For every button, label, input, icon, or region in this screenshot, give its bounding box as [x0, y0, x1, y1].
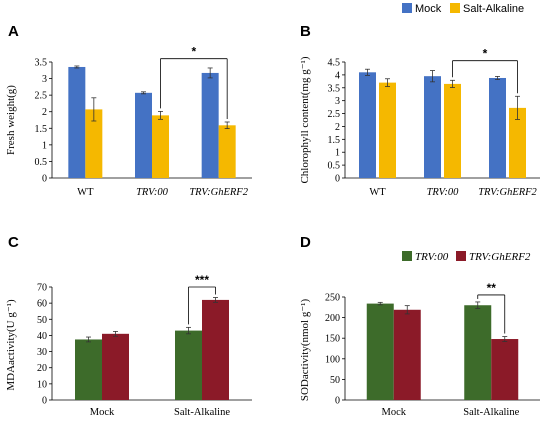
bar	[424, 76, 441, 178]
bar	[444, 83, 461, 178]
legend-top: Mock Salt-Alkaline	[402, 3, 524, 15]
bar	[366, 303, 394, 400]
y-tick-label: 1	[335, 148, 340, 159]
chart-panel-a: 0 0.5 1 1.5 2 2.5 3 3.5 Fresh weight(g) WT TRV:00 T…	[5, 45, 252, 198]
bar	[464, 305, 492, 400]
x-category-label: Mock	[382, 407, 407, 418]
y-tick-label: 70	[37, 283, 47, 294]
bar	[135, 92, 152, 178]
bar	[393, 309, 421, 400]
bar	[75, 339, 102, 400]
y-tick-label: 2.5	[328, 109, 341, 120]
legend-swatch-trv00	[402, 251, 412, 261]
y-tick-label: 50	[330, 375, 340, 386]
bar	[152, 115, 169, 178]
bar	[202, 299, 229, 400]
y-tick-label: 40	[37, 331, 47, 342]
panel-letter-d: D	[300, 234, 311, 251]
significance-label: ***	[195, 273, 209, 287]
bar	[491, 339, 519, 400]
panel-letter-b: B	[300, 23, 311, 40]
x-category-label: TRV:GhERF2	[478, 187, 537, 198]
significance-label: *	[483, 47, 488, 61]
bar	[489, 77, 506, 178]
chart-panel-b: 0 0.5 1 1.5 2 2.5 3 3.5 44.5 Chlorophyll content(…	[299, 47, 540, 198]
y-tick-label: 1.5	[35, 124, 48, 135]
y-tick-label: 20	[37, 363, 47, 374]
y-tick-label: 4.5	[328, 58, 341, 69]
y-tick-label: 3.5	[35, 58, 48, 69]
panel-letter-a: A	[8, 23, 19, 40]
y-tick-label: 0	[42, 174, 47, 185]
bar	[85, 109, 103, 178]
y-tick-label: 50	[37, 315, 47, 326]
significance-label: **	[487, 281, 497, 295]
y-tick-label: 0	[335, 174, 340, 185]
y-tick-label: 30	[37, 347, 47, 358]
legend-label-salt-alkaline: Salt-Alkaline	[463, 3, 524, 15]
y-axis-label: Chlorophyll content(mg g⁻¹)	[299, 56, 311, 183]
y-tick-label: 2	[42, 107, 47, 118]
y-tick-label: 3	[42, 74, 47, 85]
legend-label-mock: Mock	[415, 3, 442, 15]
y-tick-label: 3	[335, 96, 340, 107]
y-tick-label: 250	[325, 293, 340, 304]
y-tick-label: 0	[42, 396, 47, 407]
y-axis-label: SODactivity(nmol g⁻¹)	[299, 299, 311, 402]
panel-letter-c: C	[8, 234, 19, 251]
y-tick-label: 100	[325, 354, 340, 365]
chart-panel-d: 0 50 100 150 200 250 SODactivity(nmol g⁻¹) Mock…	[299, 281, 540, 418]
bar	[68, 66, 86, 178]
legend-bottom: TRV:00 TRV:GhERF2	[402, 251, 531, 263]
legend-label-trv00: TRV:00	[415, 251, 449, 263]
y-tick-label: 0.5	[35, 157, 48, 168]
x-category-label: Mock	[90, 407, 115, 418]
y-tick-label: 1.5	[328, 135, 341, 146]
y-tick-label: 1	[42, 140, 47, 151]
y-tick-label: 10	[37, 379, 47, 390]
x-category-label: WT	[369, 187, 386, 198]
y-tick-label: 150	[325, 334, 340, 345]
bar	[175, 330, 202, 400]
bar	[379, 82, 396, 178]
bar	[218, 125, 236, 178]
legend-swatch-mock	[402, 3, 412, 13]
y-tick-label: 0	[335, 396, 340, 407]
y-tick-label: 0.5	[328, 161, 341, 172]
x-category-label: TRV:GhERF2	[189, 187, 248, 198]
bar	[509, 107, 526, 178]
x-category-label: TRV:00	[427, 187, 460, 198]
bar	[201, 72, 219, 178]
x-category-label: WT	[77, 187, 94, 198]
x-category-label: TRV:00	[136, 187, 169, 198]
y-tick-label: 3.5	[328, 83, 341, 94]
bar	[102, 333, 129, 400]
x-category-label: Salt-Alkaline	[463, 407, 519, 418]
y-tick-label: 2.5	[35, 91, 48, 102]
significance-label: *	[191, 45, 196, 59]
x-category-label: Salt-Alkaline	[174, 407, 230, 418]
y-tick-label: 2	[335, 122, 340, 133]
chart-panel-c: 0 10 20 30 40 50 60 70 MDAactivity(U g⁻¹) Mock Sal…	[5, 273, 252, 418]
y-axis-label: Fresh weight(g)	[5, 85, 17, 155]
legend-label-trvgherf2: TRV:GhERF2	[469, 251, 531, 263]
legend-swatch-trvgherf2	[456, 251, 466, 261]
y-tick-label: 200	[325, 313, 340, 324]
y-axis-label: MDAactivity(U g⁻¹)	[5, 299, 17, 391]
y-tick-label: 60	[37, 299, 47, 310]
bar	[359, 72, 376, 178]
legend-swatch-salt-alkaline	[450, 3, 460, 13]
y-tick-label: 4	[335, 70, 340, 81]
